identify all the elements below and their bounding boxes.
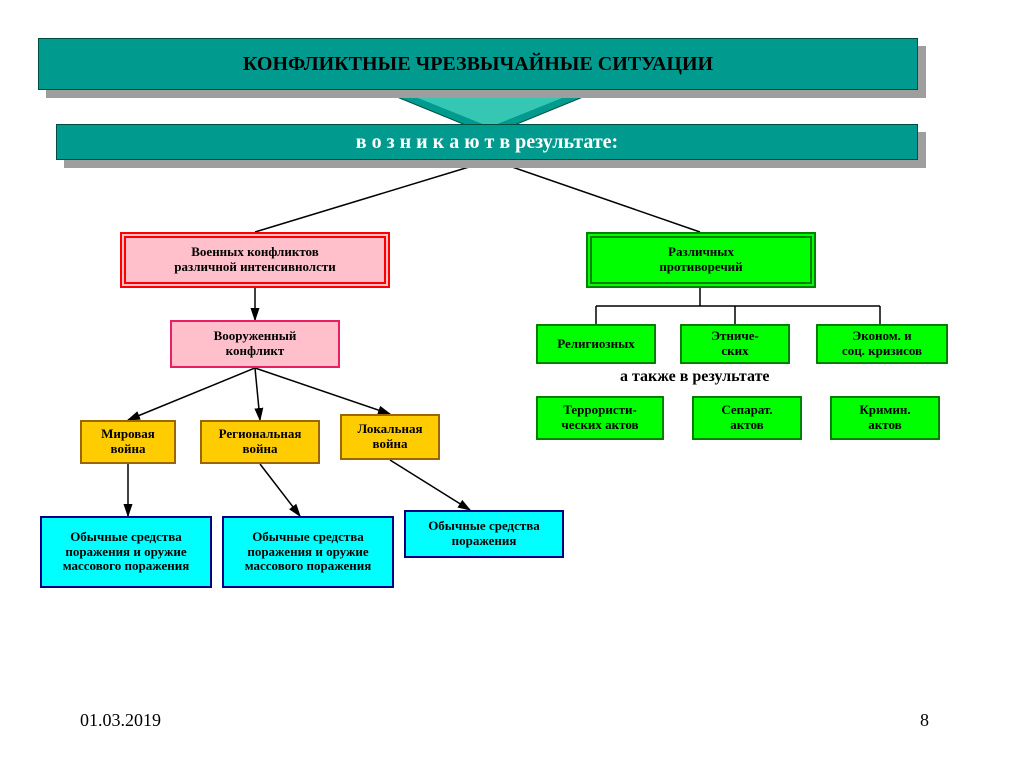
- means-box-2-label: поражения: [452, 534, 517, 549]
- means-box-0-label: массового поражения: [63, 559, 190, 574]
- war-box-1: Региональнаявойна: [200, 420, 320, 464]
- war-box-1-label: война: [243, 442, 278, 457]
- left-root-box: Военных конфликтовразличной интенсивнолс…: [120, 232, 390, 288]
- footer-date: 01.03.2019: [80, 710, 161, 731]
- war-box-0-label: Мировая: [101, 427, 155, 442]
- contradiction-box-2-label: соц. кризисов: [842, 344, 922, 359]
- armed-conflict-box-label: Вооруженный: [214, 329, 297, 344]
- war-box-0: Мироваявойна: [80, 420, 176, 464]
- war-box-2-label: война: [373, 437, 408, 452]
- contradiction-box-1: Этниче-ских: [680, 324, 790, 364]
- armed-conflict-box: Вооруженныйконфликт: [170, 320, 340, 368]
- contradiction-box-1-label: Этниче-: [711, 329, 759, 344]
- footer-page: 8: [920, 710, 929, 731]
- contradiction-box-0: Религиозных: [536, 324, 656, 364]
- title-text: КОНФЛИКТНЫЕ ЧРЕЗВЫЧАЙНЫЕ СИТУАЦИИ: [243, 53, 713, 76]
- acts-box-2-label: актов: [868, 418, 901, 433]
- also-label: а также в результате: [620, 368, 770, 386]
- acts-box-2-label: Кримин.: [859, 403, 910, 418]
- acts-box-1: Сепарат.актов: [692, 396, 802, 440]
- subtitle-banner: в о з н и к а ю т в результате:: [56, 124, 918, 160]
- subtitle-text: в о з н и к а ю т в результате:: [356, 131, 618, 154]
- acts-box-2: Кримин.актов: [830, 396, 940, 440]
- footer-date-text: 01.03.2019: [80, 710, 161, 730]
- means-box-1-label: поражения и оружие: [247, 545, 368, 560]
- war-box-0-label: война: [111, 442, 146, 457]
- acts-box-0: Террористи-ческих актов: [536, 396, 664, 440]
- means-box-0: Обычные средствапоражения и оружиемассов…: [40, 516, 212, 588]
- means-box-1: Обычные средствапоражения и оружиемассов…: [222, 516, 394, 588]
- means-box-1-label: Обычные средства: [252, 530, 364, 545]
- footer-page-text: 8: [920, 710, 929, 730]
- contradiction-box-2: Эконом. исоц. кризисов: [816, 324, 948, 364]
- right-root-box-label: противоречий: [659, 260, 742, 275]
- means-box-2-label: Обычные средства: [428, 519, 540, 534]
- armed-conflict-box-label: конфликт: [226, 344, 285, 359]
- means-box-2: Обычные средствапоражения: [404, 510, 564, 558]
- acts-box-0-label: ческих актов: [561, 418, 638, 433]
- right-root-box: Различныхпротиворечий: [586, 232, 816, 288]
- contradiction-box-2-label: Эконом. и: [852, 329, 911, 344]
- contradiction-box-0-label: Религиозных: [557, 337, 635, 352]
- war-box-1-label: Региональная: [219, 427, 302, 442]
- means-box-0-label: Обычные средства: [70, 530, 182, 545]
- left-root-box-label: Военных конфликтов: [191, 245, 319, 260]
- left-root-box-label: различной интенсивнолсти: [174, 260, 335, 275]
- acts-box-1-label: Сепарат.: [721, 403, 772, 418]
- title-banner: КОНФЛИКТНЫЕ ЧРЕЗВЫЧАЙНЫЕ СИТУАЦИИ: [38, 38, 918, 90]
- acts-box-0-label: Террористи-: [563, 403, 637, 418]
- right-root-box-label: Различных: [668, 245, 734, 260]
- war-box-2-label: Локальная: [358, 422, 423, 437]
- contradiction-box-1-label: ских: [721, 344, 748, 359]
- means-box-0-label: поражения и оружие: [65, 545, 186, 560]
- means-box-1-label: массового поражения: [245, 559, 372, 574]
- also-label-text: а также в результате: [620, 368, 770, 385]
- war-box-2: Локальнаявойна: [340, 414, 440, 460]
- acts-box-1-label: актов: [730, 418, 763, 433]
